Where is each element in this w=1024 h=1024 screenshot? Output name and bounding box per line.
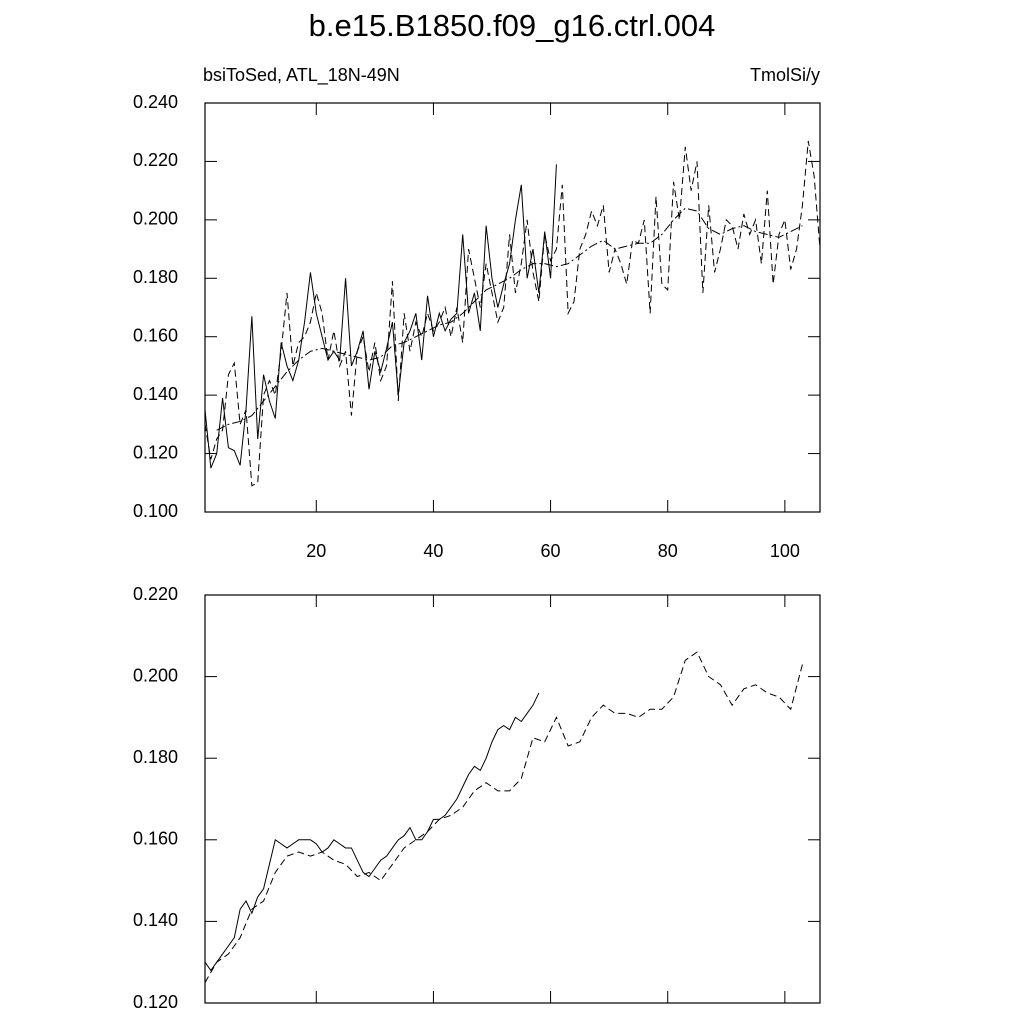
y-tick-label: 0.120	[133, 992, 178, 1012]
y-tick-label: 0.140	[133, 384, 178, 404]
y-tick-label: 0.160	[133, 325, 178, 345]
y-tick-label: 0.180	[133, 267, 178, 287]
y-tick-label: 0.140	[133, 910, 178, 930]
y-tick-label: 0.200	[133, 209, 178, 229]
x-tick-label: 60	[541, 541, 561, 561]
plot-frame	[204, 102, 821, 513]
left-label: bsiToSed, ATL_18N-49N	[203, 65, 400, 86]
data-line	[204, 164, 557, 469]
data-line	[204, 140, 821, 487]
y-tick-label: 0.220	[133, 150, 178, 170]
data-line	[216, 207, 803, 431]
y-tick-label: 0.200	[133, 665, 178, 685]
y-tick-label: 0.180	[133, 747, 178, 767]
y-tick-label: 0.100	[133, 501, 178, 521]
x-tick-label: 80	[658, 541, 678, 561]
y-tick-label: 0.240	[133, 92, 178, 112]
right-label: TmolSi/y	[750, 65, 820, 85]
figure-title: b.e15.B1850.f09_g16.ctrl.004	[309, 8, 716, 43]
plot-frame	[204, 594, 821, 1004]
x-tick-label: 20	[306, 541, 326, 561]
y-tick-label: 0.160	[133, 829, 178, 849]
data-line	[204, 692, 540, 972]
x-tick-label: 40	[423, 541, 443, 561]
data-line	[204, 651, 803, 983]
x-tick-label: 100	[770, 541, 800, 561]
y-tick-label: 0.120	[133, 442, 178, 462]
y-tick-label: 0.220	[133, 584, 178, 604]
